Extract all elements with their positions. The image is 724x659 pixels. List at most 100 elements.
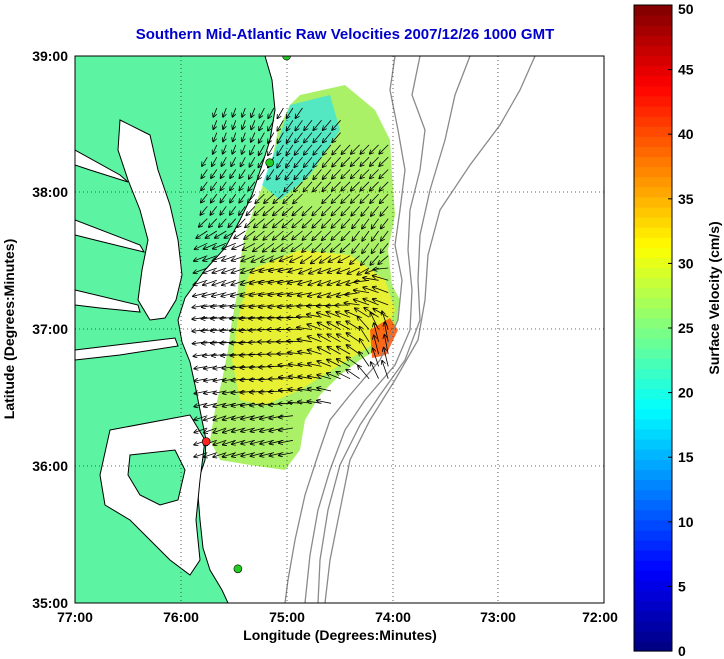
velocity-vector [370,313,379,330]
velocity-vector [332,181,341,191]
velocity-vector [342,218,351,228]
velocity-vector [230,169,237,179]
colorbar-cell [634,499,672,511]
velocity-vector [317,361,332,367]
velocity-vector [371,206,379,216]
velocity-vector [282,230,294,240]
colorbar-cell [634,237,672,248]
velocity-vector [277,132,284,143]
velocity-vector [201,181,208,191]
velocity-vector [288,267,303,272]
plot-area [75,56,604,603]
velocity-vector [322,218,332,228]
velocity-vector [323,156,332,167]
velocity-vector [222,267,236,273]
velocity-vector [359,352,370,367]
colorbar-cell [634,600,672,612]
velocity-vector [332,169,341,179]
velocity-vector [213,452,227,458]
velocity-vector [254,218,265,228]
colorbar-cell [634,640,672,652]
velocity-vector [213,107,218,117]
velocity-vector [308,336,322,343]
velocity-vector [338,255,351,263]
colorbar-cell [634,5,672,16]
colorbar-cell [634,166,672,178]
velocity-vector [295,107,303,118]
velocity-vector [354,290,370,293]
colorbar-cell [634,65,672,77]
velocity-vector [204,452,217,458]
velocity-vector [279,403,293,404]
velocity-vector [213,144,218,154]
velocity-vector [323,120,332,130]
velocity-vector [370,255,379,265]
velocity-vector [361,206,370,216]
velocity-vector [213,132,218,142]
velocity-vector [357,316,370,330]
velocity-vector [268,144,275,155]
colorbar-tick-label: 25 [678,320,694,336]
velocity-vector [308,376,322,379]
colorbar-cell [634,479,672,491]
velocity-vector [194,415,208,420]
velocity-vector [298,279,313,284]
colorbar-cell [634,307,672,319]
x-tick-label: 74:00 [375,609,411,625]
colorbar-tick-label: 35 [678,191,694,207]
velocity-vector [341,156,351,166]
velocity-vector [323,169,332,180]
colorbar-cell [634,590,672,602]
colorbar-cell [634,620,672,632]
velocity-vector [381,218,389,229]
river-2 [75,219,146,253]
colorbar-cell [634,388,672,400]
velocity-vector [277,156,284,167]
colorbar-cell [634,176,672,188]
velocity-vector [233,132,236,142]
y-tick-label: 36:00 [32,458,68,474]
velocity-vector [220,206,227,215]
velocity-vector [206,230,218,238]
velocity-vector [346,321,360,330]
colorbar-tick-label: 5 [678,578,686,594]
velocity-vector [351,156,360,166]
river-1 [75,149,129,183]
colorbar-tick-label: 20 [678,385,694,401]
velocity-vector [242,144,246,154]
colorbar-tick-label: 10 [678,514,694,530]
colorbar-cell [634,247,672,258]
colorbar-cell [634,287,672,299]
velocity-vector [341,193,351,203]
velocity-vector [363,278,379,281]
velocity-vector [201,169,208,179]
velocity-vector [212,255,227,261]
velocity-vector [242,132,246,142]
bay-water [117,119,183,321]
colorbar-cell [634,257,672,269]
velocity-vector [211,193,218,203]
velocity-vector [382,361,389,379]
velocity-vector [263,230,275,240]
velocity-vector [232,267,246,273]
velocity-vector [279,439,293,443]
velocity-vector [259,144,265,155]
velocity-vector [351,193,360,203]
velocity-vector [204,415,217,421]
velocity-vector [351,144,360,154]
velocity-vector [370,181,379,191]
velocity-vector [209,218,218,227]
velocity-vector [195,242,208,249]
velocity-vector [196,230,208,238]
colorbar-cell [634,186,672,198]
velocity-vector [293,193,303,203]
velocity-vector [221,157,227,166]
velocity-vector [286,156,294,167]
velocity-vector [219,218,227,227]
colorbar-cell [634,570,672,581]
velocity-vector [193,279,208,285]
colorbar-tick-label: 15 [678,449,694,465]
colorbar-cell [634,75,672,87]
velocity-vector [337,322,351,330]
velocity-vector [222,242,236,248]
